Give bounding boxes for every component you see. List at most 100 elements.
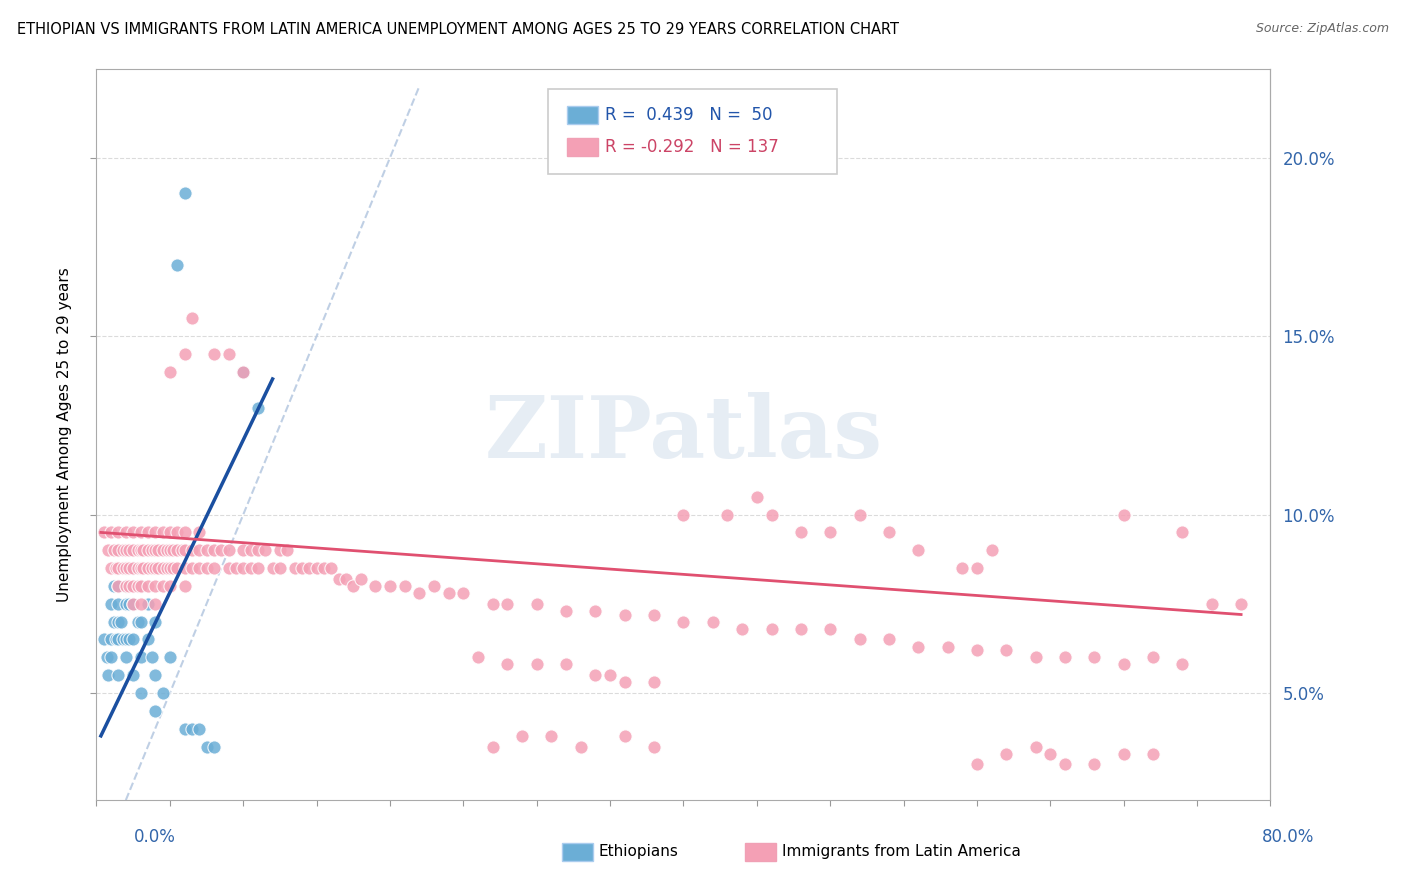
Point <box>100 650 122 665</box>
Point <box>129 543 152 558</box>
Point <box>510 729 533 743</box>
Point <box>173 347 195 361</box>
Point <box>1142 650 1164 665</box>
Point <box>118 597 141 611</box>
Point <box>143 615 166 629</box>
Point <box>143 579 166 593</box>
Point <box>118 632 141 647</box>
Point <box>218 561 240 575</box>
Point <box>118 543 141 558</box>
Point <box>127 561 149 575</box>
Point <box>129 650 152 665</box>
Point <box>496 657 519 672</box>
Point <box>114 597 136 611</box>
Point <box>152 525 174 540</box>
Point <box>394 579 416 593</box>
Point <box>643 607 665 622</box>
Point <box>761 622 783 636</box>
Point <box>156 561 179 575</box>
Point <box>152 686 174 700</box>
Point <box>349 572 371 586</box>
Point <box>136 632 159 647</box>
Point <box>1053 650 1076 665</box>
Point <box>122 668 145 682</box>
Point <box>195 739 218 754</box>
Point <box>143 543 166 558</box>
Point <box>209 543 232 558</box>
Point <box>555 657 578 672</box>
Point <box>136 543 159 558</box>
Point <box>93 525 115 540</box>
Point <box>96 650 118 665</box>
Point <box>173 543 195 558</box>
Point <box>291 561 314 575</box>
Point <box>907 640 929 654</box>
Point <box>143 597 166 611</box>
Point <box>122 561 145 575</box>
Point <box>818 622 841 636</box>
Point <box>643 739 665 754</box>
Point <box>122 632 145 647</box>
Point <box>122 561 145 575</box>
Point <box>716 508 738 522</box>
Point <box>1025 650 1047 665</box>
Point <box>1112 657 1135 672</box>
Point <box>613 607 636 622</box>
Point <box>731 622 754 636</box>
Point <box>848 632 870 647</box>
Point <box>111 543 134 558</box>
Point <box>103 615 125 629</box>
Text: Immigrants from Latin America: Immigrants from Latin America <box>782 845 1021 859</box>
Point <box>173 579 195 593</box>
Point <box>93 632 115 647</box>
Point <box>453 586 475 600</box>
Point <box>239 561 262 575</box>
Point <box>143 561 166 575</box>
Point <box>246 561 269 575</box>
Text: R =  0.439   N =  50: R = 0.439 N = 50 <box>605 106 772 124</box>
Point <box>218 347 240 361</box>
Point <box>877 525 900 540</box>
Point <box>269 561 291 575</box>
Text: ZIPatlas: ZIPatlas <box>485 392 883 476</box>
Text: Source: ZipAtlas.com: Source: ZipAtlas.com <box>1256 22 1389 36</box>
Point <box>342 579 364 593</box>
Point <box>188 543 211 558</box>
Point <box>540 729 562 743</box>
Point <box>966 643 988 657</box>
Point <box>202 543 225 558</box>
Point <box>103 543 125 558</box>
Point <box>328 572 350 586</box>
Point <box>1083 757 1105 772</box>
Point <box>122 525 145 540</box>
Point <box>335 572 357 586</box>
Point <box>437 586 460 600</box>
Point <box>143 668 166 682</box>
Point <box>107 525 129 540</box>
Point <box>100 561 122 575</box>
Point <box>950 561 973 575</box>
Point <box>129 615 152 629</box>
Point <box>97 668 120 682</box>
Point <box>1112 747 1135 761</box>
Point <box>122 579 145 593</box>
Point <box>1171 657 1194 672</box>
Point <box>232 365 254 379</box>
Point <box>702 615 724 629</box>
Point <box>218 543 240 558</box>
Point <box>1142 747 1164 761</box>
Point <box>143 704 166 718</box>
Point <box>136 597 159 611</box>
Point <box>136 561 159 575</box>
Point <box>162 543 184 558</box>
Point <box>555 604 578 618</box>
Point <box>980 543 1002 558</box>
Point <box>107 543 129 558</box>
Point <box>1171 525 1194 540</box>
Point <box>132 543 155 558</box>
Point <box>166 258 188 272</box>
Point <box>114 543 136 558</box>
Point <box>583 604 606 618</box>
Point <box>284 561 307 575</box>
Point <box>232 543 254 558</box>
